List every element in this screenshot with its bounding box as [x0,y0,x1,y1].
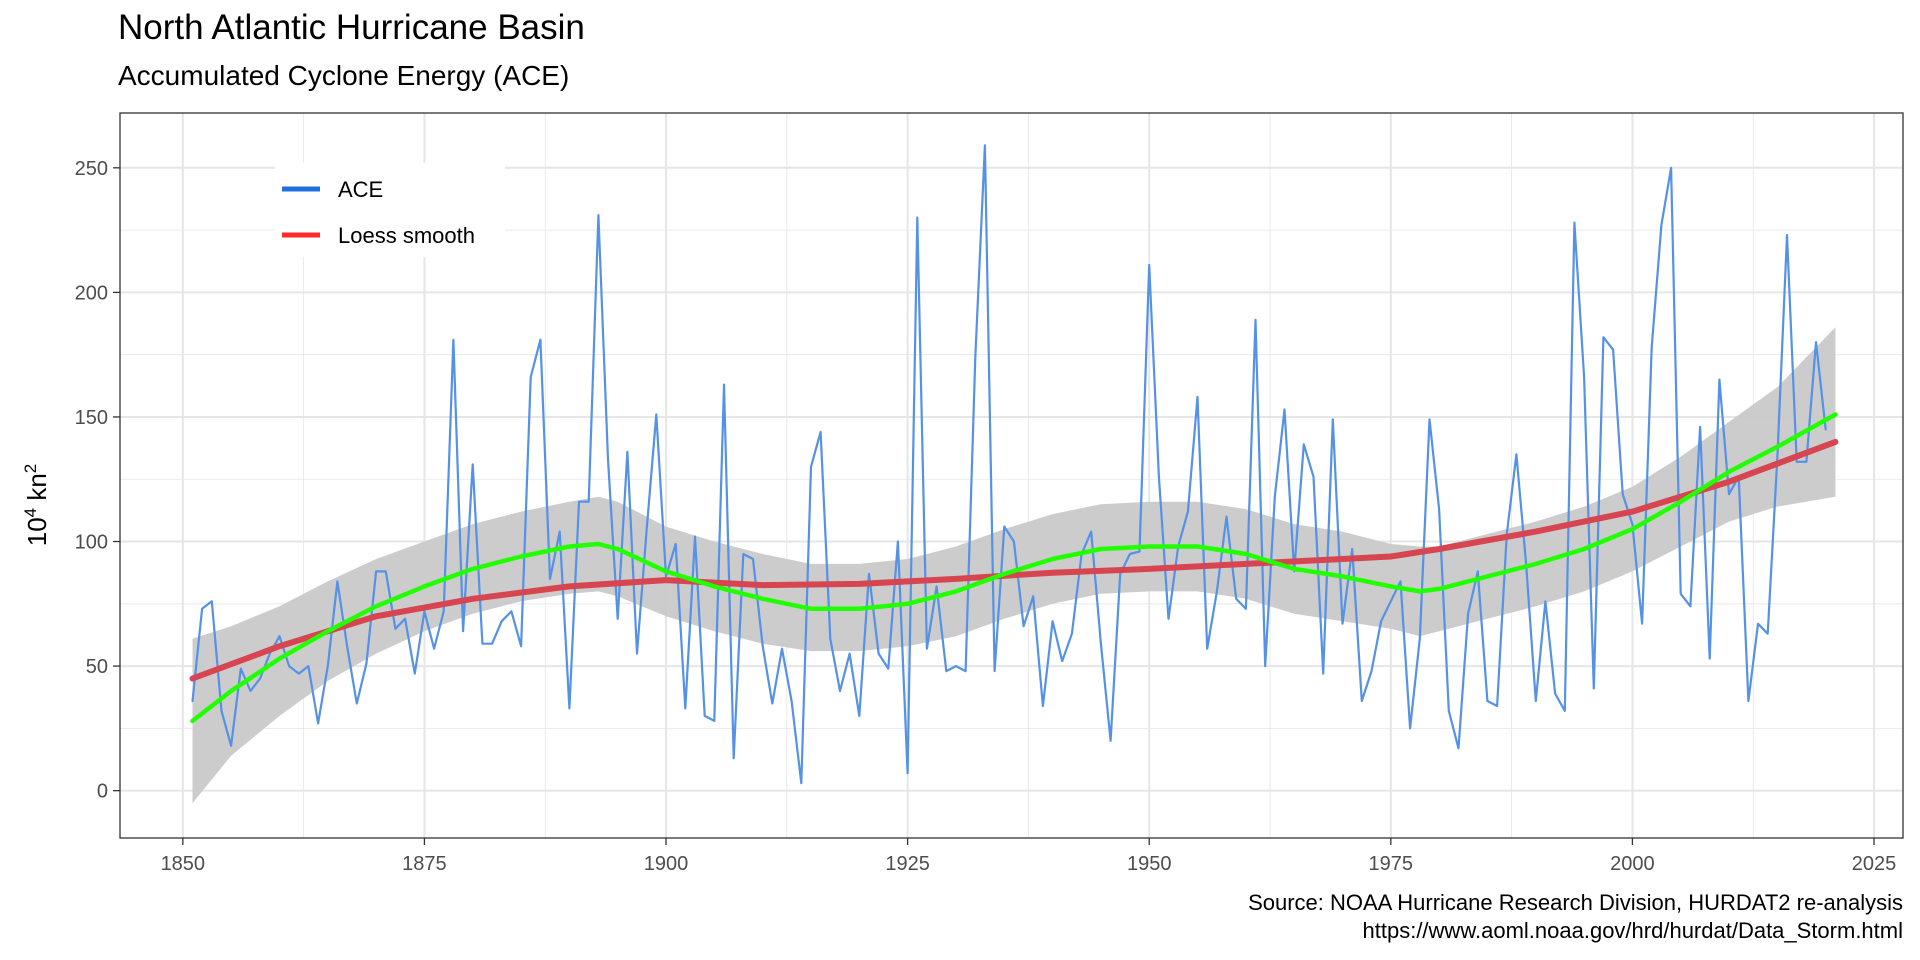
y-tick-label: 250 [75,158,108,180]
y-tick-label: 200 [75,282,108,304]
chart-subtitle: Accumulated Cyclone Energy (ACE) [118,60,570,91]
ace-series-line [191,144,1827,785]
y-tick-label: 50 [86,656,108,678]
x-tick-label: 1850 [161,853,206,875]
panel-border [119,112,1904,839]
series-layer [189,144,1839,785]
x-tick-label: 1925 [885,853,930,875]
loess-series-line [189,438,1839,682]
legend-label-ace: ACE [338,177,383,202]
x-tick-label: 1950 [1127,853,1172,875]
confidence-band [192,327,1836,804]
caption-source: Source: NOAA Hurricane Research Division… [1248,890,1903,915]
caption-url: https://www.aoml.noaa.gov/hrd/hurdat/Dat… [1362,918,1903,943]
chart-title: North Atlantic Hurricane Basin [118,8,585,47]
green-smooth-line [190,412,1838,724]
legend: ACE Loess smooth [275,163,505,257]
x-tick-label: 2025 [1852,853,1897,875]
y-tick-label: 100 [75,532,108,554]
axes: 1850 1875 1900 1925 1950 1975 2000 2025 0 50 100 15… [75,158,1897,875]
x-tick-label: 1900 [644,853,689,875]
y-axis-label: 104 kn2 [21,464,52,547]
legend-label-loess: Loess smooth [338,223,475,248]
x-tick-label: 1875 [402,853,447,875]
x-tick-label: 2000 [1610,853,1655,875]
legend-background [275,163,505,257]
y-tick-label: 150 [75,407,108,429]
confidence-band-area [192,327,1836,804]
x-tick-label: 1975 [1369,853,1414,875]
y-tick-label: 0 [97,781,108,803]
